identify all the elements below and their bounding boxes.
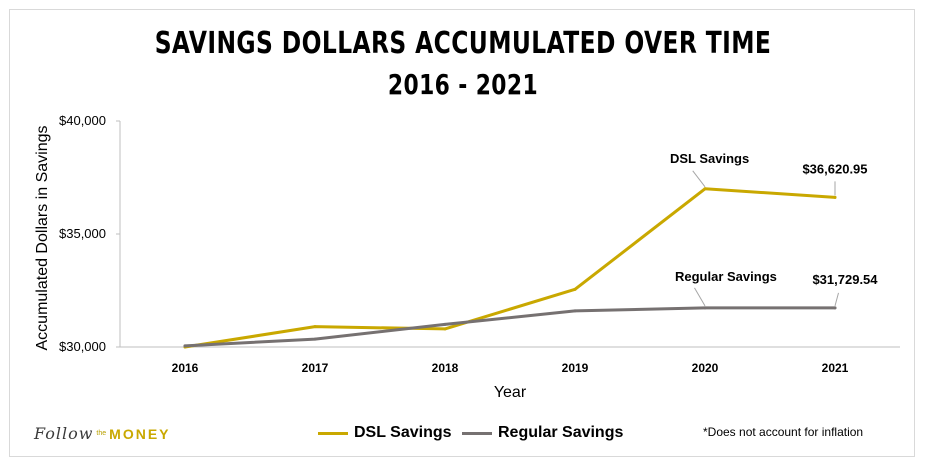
data-point: [833, 195, 837, 199]
chart-title: SAVINGS DOLLARS ACCUMULATED OVER TIME: [154, 26, 772, 61]
annotation-label: $31,729.54: [812, 272, 878, 287]
data-point: [833, 306, 837, 310]
annotation-leader: [834, 292, 839, 307]
data-point: [443, 322, 447, 326]
logo-script-text: Follow: [34, 424, 94, 443]
x-tick-label: 2017: [302, 361, 329, 375]
annotation-leader: [694, 287, 706, 307]
legend-item-regular: Regular Savings: [462, 424, 623, 442]
x-tick-label: 2019: [562, 361, 589, 375]
legend-swatch-regular: [462, 431, 492, 435]
data-point: [313, 337, 317, 341]
x-tick-label: 2021: [822, 361, 849, 375]
data-point: [703, 187, 707, 191]
legend-item-dsl: DSL Savings: [318, 424, 452, 442]
data-point: [183, 344, 187, 348]
annotation-label: $36,620.95: [802, 161, 867, 176]
logo-money-text: MONEY: [109, 425, 171, 442]
follow-the-money-logo: Follow the MONEY: [34, 424, 171, 443]
data-point: [443, 327, 447, 331]
series-line-dsl: [183, 187, 837, 349]
data-point: [313, 325, 317, 329]
legend-swatch-dsl: [318, 431, 348, 435]
chart-subtitle: 2016 - 2021: [387, 68, 539, 101]
data-point: [573, 309, 577, 313]
data-point: [573, 287, 577, 291]
legend-label-regular: Regular Savings: [498, 424, 624, 441]
chart-frame: [9, 9, 915, 457]
x-tick-label: 2018: [432, 361, 459, 375]
annotation-label: DSL Savings: [670, 151, 749, 166]
series-line-regular: [183, 306, 837, 348]
x-axis-label: Year: [494, 384, 527, 401]
data-point: [703, 306, 707, 310]
annotation-label: Regular Savings: [675, 269, 777, 284]
y-axis-label: Accumulated Dollars in Savings: [34, 126, 51, 351]
x-tick-label: 2016: [172, 361, 199, 375]
legend-label-dsl: DSL Savings: [354, 424, 452, 441]
logo-small-text: the: [96, 430, 107, 437]
annotation-leader: [692, 170, 706, 188]
y-tick-label: $30,000: [59, 339, 106, 354]
y-tick-label: $40,000: [59, 113, 106, 128]
inflation-note: *Does not account for inflation: [703, 425, 864, 439]
x-tick-label: 2020: [692, 361, 719, 375]
y-tick-label: $35,000: [59, 226, 106, 241]
